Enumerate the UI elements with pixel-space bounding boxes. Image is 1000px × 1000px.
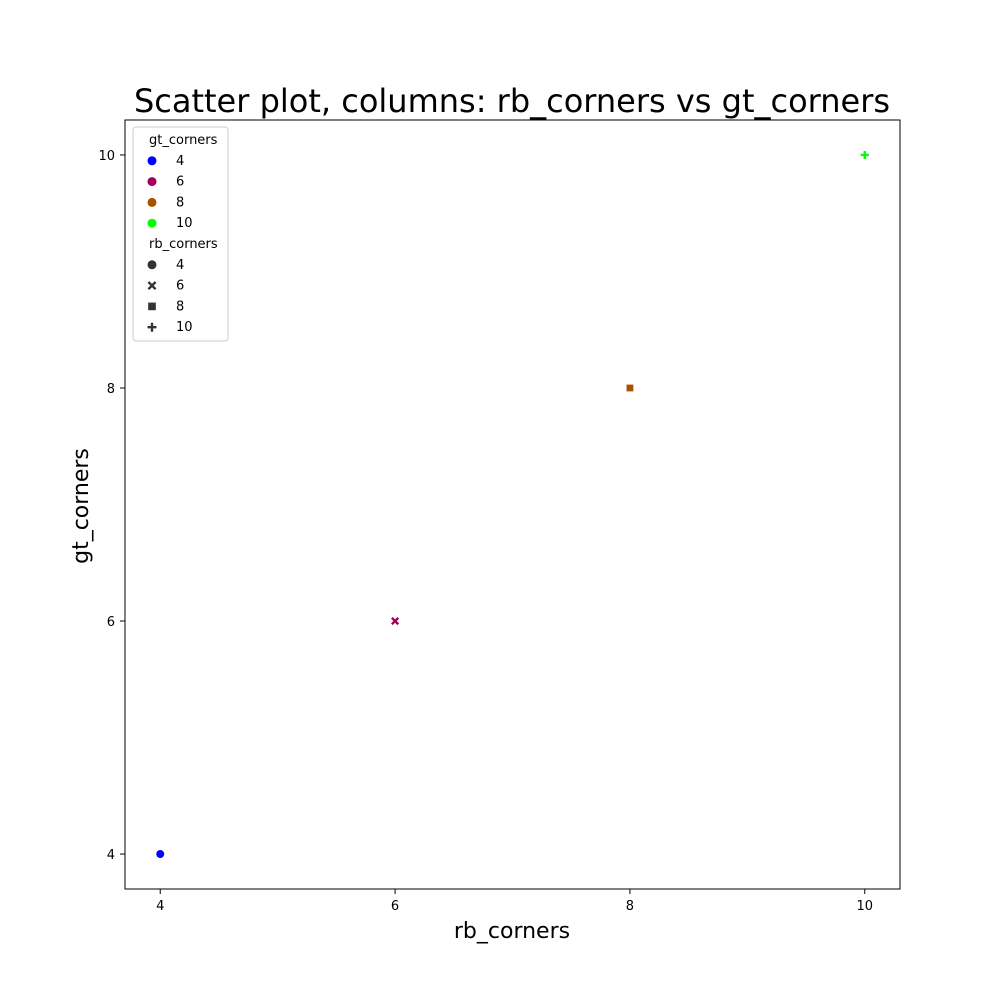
y-axis: 4 6 8 10 <box>98 149 125 863</box>
legend-style-label: 6 <box>176 279 184 294</box>
y-tick-label: 6 <box>107 615 115 630</box>
legend-style-title: rb_corners <box>149 237 218 252</box>
legend-style-label: 10 <box>176 320 193 335</box>
x-tick-label: 8 <box>626 899 634 914</box>
x-tick-label: 4 <box>156 899 164 914</box>
legend-hue-label: 6 <box>176 175 184 190</box>
data-point <box>391 616 400 626</box>
x-axis: 4 6 8 10 <box>156 889 873 914</box>
legend-style-label: 4 <box>176 258 184 273</box>
x-tick-label: 6 <box>391 899 399 914</box>
y-tick-label: 10 <box>98 149 115 164</box>
data-point <box>860 150 869 159</box>
plot-area <box>124 119 901 890</box>
legend-style-marker <box>147 260 157 270</box>
legend-hue-marker <box>147 218 157 228</box>
legend-style-label: 8 <box>176 299 184 314</box>
legend-hue-label: 4 <box>176 154 184 169</box>
data-point <box>626 384 634 392</box>
x-axis-label: rb_corners <box>454 919 570 944</box>
legend-hue-marker <box>147 177 157 187</box>
x-tick-label: 10 <box>856 899 873 914</box>
legend: gt_corners 4 6 8 10 rb_corners 4 6 8 10 <box>132 126 229 342</box>
data-point <box>156 850 165 859</box>
y-tick-label: 4 <box>107 848 115 863</box>
legend-style-marker <box>147 322 157 332</box>
legend-hue-marker <box>147 197 157 207</box>
legend-hue-marker <box>147 156 157 166</box>
data-points <box>156 150 869 859</box>
legend-hue-title: gt_corners <box>149 133 218 148</box>
legend-style-marker <box>147 281 157 291</box>
y-tick-label: 8 <box>107 382 115 397</box>
legend-box <box>132 126 229 342</box>
legend-style-marker <box>148 302 156 311</box>
y-axis-label: gt_corners <box>69 448 94 564</box>
legend-hue-label: 10 <box>176 216 193 231</box>
legend-hue-label: 8 <box>176 195 184 210</box>
chart-title: Scatter plot, columns: rb_corners vs gt_… <box>134 82 890 120</box>
